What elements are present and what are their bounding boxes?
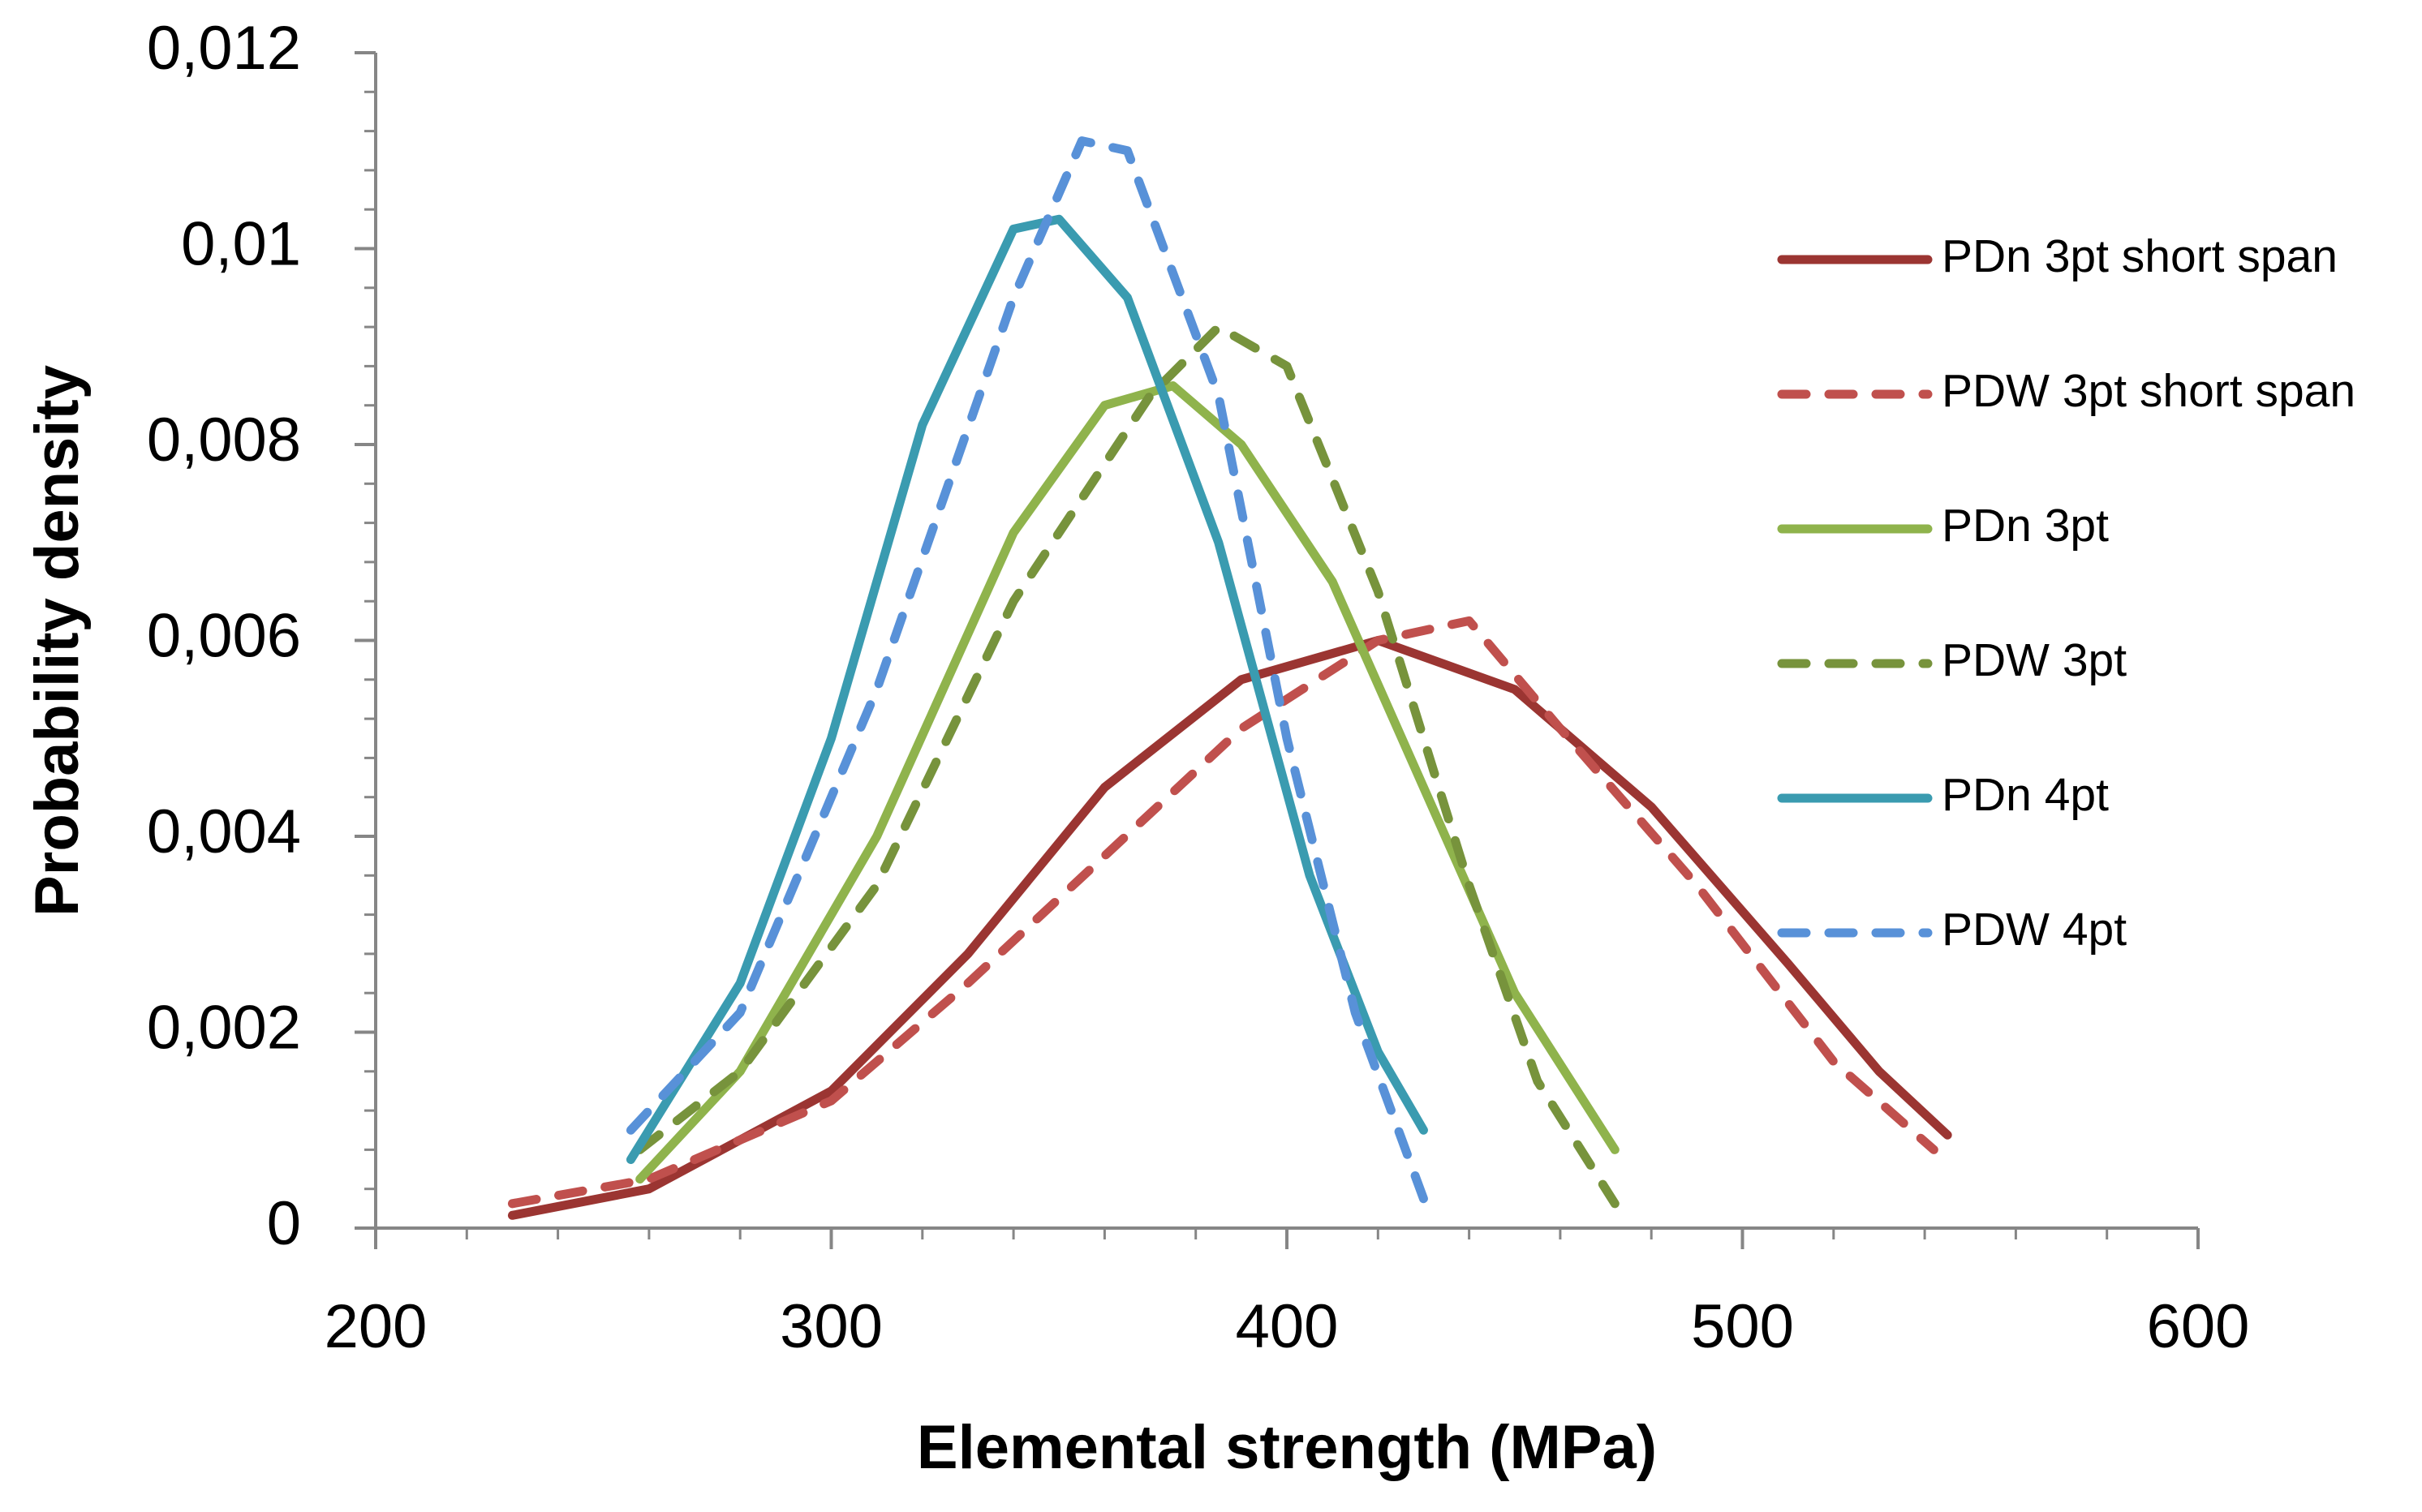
legend-label: PDn 3pt short span bbox=[1942, 230, 2338, 282]
x-tick-label: 500 bbox=[1691, 1292, 1794, 1361]
y-axis-title: Probability density bbox=[23, 365, 92, 917]
x-tick-label: 600 bbox=[2147, 1292, 2250, 1361]
x-tick-label: 200 bbox=[325, 1292, 428, 1361]
x-axis-title: Elemental strength (MPa) bbox=[917, 1413, 1657, 1482]
y-tick-label: 0,008 bbox=[147, 406, 301, 475]
series-line bbox=[626, 136, 1428, 1204]
legend-label: PDW 4pt bbox=[1942, 904, 2127, 956]
series-line bbox=[635, 322, 1620, 1209]
y-tick-label: 0,012 bbox=[147, 14, 301, 83]
legend-label: PDn 4pt bbox=[1942, 769, 2109, 821]
legend-label: PDW 3pt bbox=[1942, 634, 2127, 686]
series-line bbox=[507, 636, 1952, 1220]
y-tick-label: 0,006 bbox=[147, 602, 301, 671]
y-tick-label: 0 bbox=[267, 1189, 301, 1258]
y-tick-label: 0,01 bbox=[181, 210, 301, 279]
legend-label: PDW 3pt short span bbox=[1942, 365, 2355, 417]
y-tick-label: 0,002 bbox=[147, 994, 301, 1063]
series-line bbox=[635, 381, 1620, 1184]
series-line bbox=[507, 616, 1938, 1209]
y-tick-label: 0,004 bbox=[147, 797, 301, 866]
x-tick-label: 400 bbox=[1236, 1292, 1339, 1361]
x-tick-label: 300 bbox=[780, 1292, 883, 1361]
legend-label: PDn 3pt bbox=[1942, 500, 2109, 552]
